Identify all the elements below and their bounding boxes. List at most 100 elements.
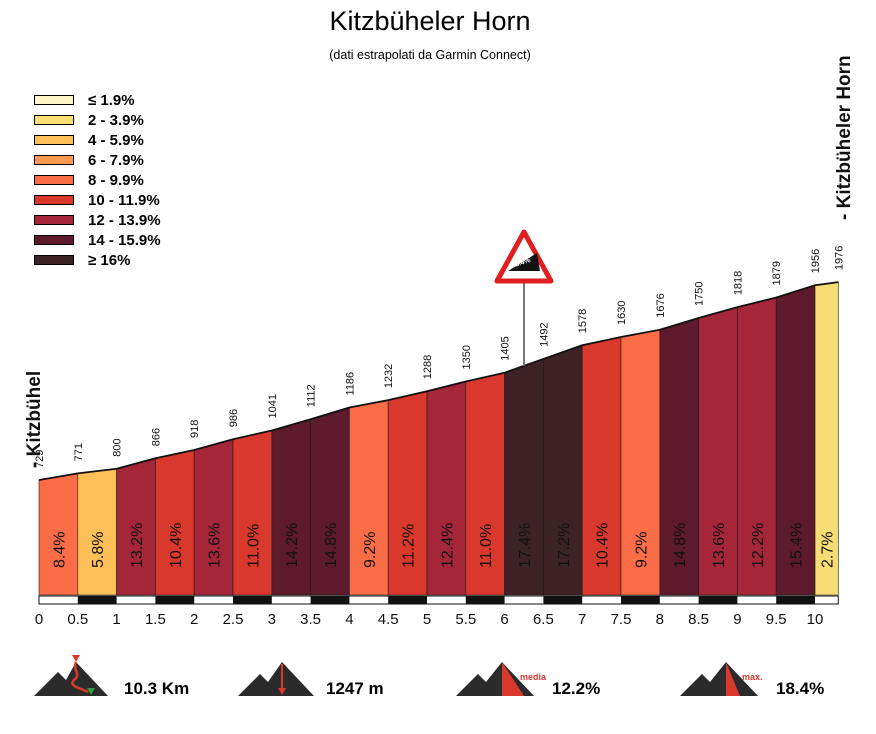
elevation-label: 1492 xyxy=(538,322,550,346)
x-tick-label: 4 xyxy=(345,611,353,628)
segment-gradient-label: 12.2% xyxy=(750,523,767,568)
legend-item: 12 - 13.9% xyxy=(34,210,161,230)
km-scale-segment xyxy=(155,596,195,604)
km-scale-segment xyxy=(698,596,738,604)
elevation-label: 1186 xyxy=(344,372,356,396)
x-tick-label: 7 xyxy=(578,611,586,628)
legend-swatch xyxy=(34,175,74,185)
segment-gradient-label: 2.7% xyxy=(820,532,837,568)
segment-gradient-label: 17.2% xyxy=(556,523,573,568)
profile-segment xyxy=(155,449,195,596)
segment-gradient-label: 13.6% xyxy=(207,523,224,568)
elevation-label: 986 xyxy=(228,409,240,427)
segment-gradient-label: 5.8% xyxy=(90,532,107,568)
stats-bar: 10.3 Km 1247 m media 12.2% max. 18.4% xyxy=(0,650,876,730)
x-tick-label: 4.5 xyxy=(378,611,399,628)
legend-label: 14 - 15.9% xyxy=(88,231,161,249)
elevation-label: 1578 xyxy=(577,309,589,333)
legend-swatch xyxy=(34,135,74,145)
profile-segment xyxy=(232,430,273,596)
km-scale-segment xyxy=(310,596,350,604)
elevation-label: 800 xyxy=(112,438,124,456)
elevation-label: 1676 xyxy=(655,293,667,317)
x-tick-label: 8.5 xyxy=(688,611,709,628)
legend-swatch xyxy=(34,255,74,265)
x-tick-label: 0 xyxy=(35,611,43,628)
elevation-label: 1976 xyxy=(833,246,845,270)
segment-gradient-label: 8.4% xyxy=(51,532,68,568)
segment-gradient-label: 9.2% xyxy=(362,532,379,568)
profile-line xyxy=(38,281,839,481)
average-gradient-icon: media xyxy=(456,662,547,696)
elevation-label: 1818 xyxy=(732,271,744,295)
max-gradient-icon: max. xyxy=(680,662,763,696)
segment-gradient-label: 9.2% xyxy=(633,532,650,568)
elevation-label: 729 xyxy=(34,450,46,468)
x-tick-label: 6 xyxy=(500,611,508,628)
legend-item: 6 - 7.9% xyxy=(34,150,161,170)
legend-swatch xyxy=(34,115,74,125)
elevation-label: 1879 xyxy=(771,261,783,285)
legend-swatch xyxy=(34,215,74,225)
page-title: Kitzbüheler Horn xyxy=(329,6,531,36)
elevation-label: 1630 xyxy=(616,301,628,325)
legend-item: ≥ 16% xyxy=(34,250,161,270)
legend-swatch xyxy=(34,95,74,105)
legend-swatch xyxy=(34,195,74,205)
max-gradient-value: 18.4% xyxy=(776,679,825,698)
elevation-label: 1288 xyxy=(422,355,434,379)
legend-item: ≤ 1.9% xyxy=(34,90,161,110)
average-gradient-value: 12.2% xyxy=(552,679,601,698)
km-scale-segment xyxy=(621,596,660,604)
legend-item: 8 - 9.9% xyxy=(34,170,161,190)
legend-label: 12 - 13.9% xyxy=(88,211,161,229)
x-tick-label: 3 xyxy=(268,611,276,628)
segment-gradient-label: 10.4% xyxy=(168,523,185,568)
legend-item: 4 - 5.9% xyxy=(34,130,161,150)
x-tick-label: 0.5 xyxy=(67,611,88,628)
average-label: media xyxy=(520,672,547,682)
max-gradient-sign-slope xyxy=(508,253,540,271)
x-tick-label: 2 xyxy=(190,611,198,628)
x-tick-label: 10 xyxy=(807,611,824,628)
legend-swatch xyxy=(34,235,74,245)
x-tick-label: 3.5 xyxy=(300,611,321,628)
legend-label: ≤ 1.9% xyxy=(88,91,135,109)
elevation-label: 1041 xyxy=(267,394,279,418)
segment-gradient-label: 13.6% xyxy=(711,523,728,568)
km-scale-segment xyxy=(465,596,505,604)
x-tick-label: 1 xyxy=(112,611,120,628)
segment-gradient-label: 10.4% xyxy=(595,523,612,568)
legend-item: 2 - 3.9% xyxy=(34,110,161,130)
segment-gradient-label: 12.4% xyxy=(439,523,456,568)
x-tick-label: 8 xyxy=(656,611,664,628)
x-tick-label: 1.5 xyxy=(145,611,166,628)
elevation-profile-chart: 8.4% 5.8% 13.2% 10.4% 13.6% 11.0% 14.2% 14.8% 9.… xyxy=(24,55,855,628)
max-gradient-sign xyxy=(494,229,554,284)
elevation-label: 1405 xyxy=(500,336,512,360)
km-scale-segment xyxy=(388,596,427,604)
x-tick-label: 6.5 xyxy=(533,611,554,628)
legend-label: 6 - 7.9% xyxy=(88,151,144,169)
elevation-label: 866 xyxy=(150,428,162,446)
segment-gradient-label: 11.0% xyxy=(478,524,495,568)
legend-item: 14 - 15.9% xyxy=(34,230,161,250)
start-location-label: - Kitzbühel xyxy=(24,371,45,468)
x-tick-label: 9 xyxy=(733,611,741,628)
x-tick-label: 7.5 xyxy=(611,611,632,628)
distance-value: 10.3 Km xyxy=(124,679,190,698)
segment-gradient-label: 14.8% xyxy=(672,523,689,568)
legend-label: 8 - 9.9% xyxy=(88,171,144,189)
legend-label: ≥ 16% xyxy=(88,251,131,269)
legend-label: 4 - 5.9% xyxy=(88,131,144,149)
segment-gradient-label: 14.8% xyxy=(323,523,340,568)
km-scale-segment xyxy=(233,596,272,604)
end-location-label: - Kitzbüheler Horn xyxy=(834,55,855,220)
km-scale-bar xyxy=(38,595,839,605)
elevation-label: 918 xyxy=(189,420,201,438)
km-scale-segment xyxy=(776,596,815,604)
elevation-label: 1350 xyxy=(461,345,473,369)
x-tick-label: 5 xyxy=(423,611,431,628)
segment-gradient-label: 15.4% xyxy=(789,523,806,568)
segment-gradient-label: 13.2% xyxy=(129,523,146,568)
